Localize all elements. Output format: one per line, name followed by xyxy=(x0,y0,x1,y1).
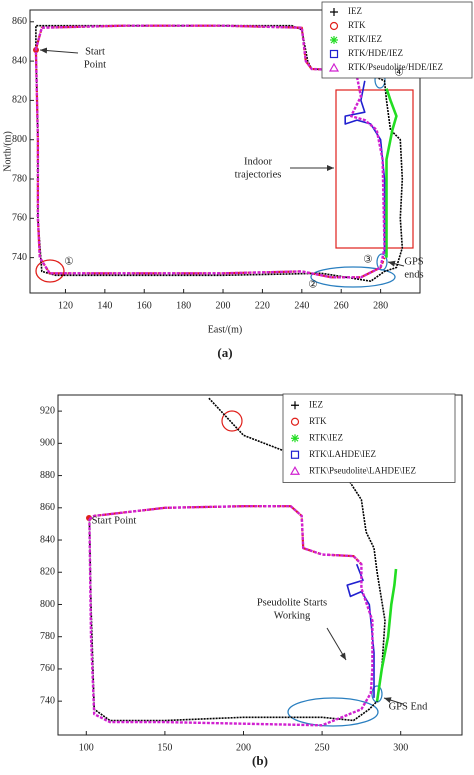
arrow xyxy=(326,627,347,661)
x-tick-label: 120 xyxy=(58,300,73,311)
legend-symbol xyxy=(291,401,299,410)
legend-label: RTK xyxy=(309,416,327,426)
x-tick-label: 150 xyxy=(157,742,172,753)
y-tick-label: 860 xyxy=(40,502,55,513)
plot-frame xyxy=(29,9,421,294)
caption: (b) xyxy=(252,753,268,768)
legend-symbol xyxy=(330,8,338,16)
annotation: Point xyxy=(84,59,106,70)
y-tick-label: 860 xyxy=(12,16,27,27)
y-tick-label: 880 xyxy=(40,470,55,481)
annotation: ends xyxy=(404,269,423,280)
arrow xyxy=(39,47,79,54)
highlight-circle xyxy=(221,410,243,432)
annotation: GPS End xyxy=(389,701,429,712)
legend-label: RTK\IEZ xyxy=(309,432,343,442)
legend-box xyxy=(321,1,473,79)
y-tick-label: 740 xyxy=(12,252,27,263)
highlight-ellipse xyxy=(287,697,379,727)
trajectory xyxy=(346,563,375,698)
y-tick-label: 840 xyxy=(40,534,55,545)
annotation: ① xyxy=(64,255,74,267)
x-tick-label: 160 xyxy=(137,300,152,311)
trajectory xyxy=(385,88,398,258)
y-tick-label: 820 xyxy=(12,95,27,106)
legend-symbol xyxy=(328,62,340,72)
x-tick-label: 300 xyxy=(393,742,408,753)
y-tick-label: 920 xyxy=(40,405,55,416)
y-tick-label: 760 xyxy=(40,663,55,674)
y-tick-label: 740 xyxy=(40,695,55,706)
legend-symbol xyxy=(291,434,299,443)
y-tick-label: 780 xyxy=(12,173,27,184)
legend-symbol xyxy=(290,450,300,459)
legend-label: RTK\Pseudolite\LAHDE\IEZ xyxy=(309,465,416,475)
annotation: Indoor xyxy=(244,156,272,167)
annotation: Start Point xyxy=(92,515,137,526)
y-tick-label: 800 xyxy=(40,599,55,610)
highlight-ellipse xyxy=(376,253,388,271)
legend-label: RTK/Pseudolite/HDE/IEZ xyxy=(348,62,443,72)
trajectory xyxy=(375,568,398,702)
annotation: Pseudolite Starts xyxy=(257,597,327,608)
legend-symbol xyxy=(289,466,301,475)
arrow xyxy=(387,260,405,267)
legend-label: RTK\LAHDE\IEZ xyxy=(309,449,376,459)
y-axis-label: North/(m) xyxy=(2,131,13,172)
x-tick-label: 140 xyxy=(97,300,112,311)
trajectory xyxy=(34,24,386,279)
annotation: Start xyxy=(85,46,105,57)
x-tick-label: 200 xyxy=(236,742,251,753)
annotation: ③ xyxy=(363,253,373,265)
legend-label: RTK/IEZ xyxy=(348,34,382,44)
trajectory xyxy=(88,505,374,727)
x-tick-label: 220 xyxy=(255,300,270,311)
arrow xyxy=(383,697,404,705)
x-tick-label: 180 xyxy=(176,300,191,311)
y-tick-label: 800 xyxy=(12,134,27,145)
y-tick-label: 820 xyxy=(40,567,55,578)
legend-symbol xyxy=(330,36,338,44)
legend-label: IEZ xyxy=(348,6,362,16)
legend-label: RTK xyxy=(348,20,366,30)
legend-symbol xyxy=(329,21,339,31)
trajectory xyxy=(34,24,386,279)
highlight-ellipse xyxy=(35,259,65,283)
x-tick-label: 100 xyxy=(79,742,94,753)
x-tick-label: 280 xyxy=(373,300,388,311)
annotation: GPS xyxy=(404,256,423,267)
y-tick-label: 840 xyxy=(12,55,27,66)
legend-box xyxy=(282,393,456,483)
annotation: ④ xyxy=(394,66,404,78)
plot-frame xyxy=(57,394,463,736)
x-tick-label: 250 xyxy=(315,742,330,753)
annotation: ② xyxy=(308,278,318,290)
caption: (a) xyxy=(217,345,232,360)
x-tick-label: 200 xyxy=(216,300,231,311)
legend-symbol xyxy=(290,417,300,426)
x-tick-label: 240 xyxy=(294,300,309,311)
annotation: Working xyxy=(274,610,311,621)
legend-label: IEZ xyxy=(309,399,323,409)
y-tick-label: 900 xyxy=(40,438,55,449)
x-axis-label: East/(m) xyxy=(208,324,242,335)
y-tick-label: 780 xyxy=(40,631,55,642)
x-tick-label: 260 xyxy=(334,300,349,311)
y-tick-label: 760 xyxy=(12,213,27,224)
legend-label: RTK/HDE/IEZ xyxy=(348,48,403,58)
trajectory xyxy=(344,80,386,254)
annotation: trajectories xyxy=(235,169,282,180)
highlight-ellipse xyxy=(310,266,396,288)
legend-symbol xyxy=(329,49,339,59)
indoor-box xyxy=(335,89,414,249)
